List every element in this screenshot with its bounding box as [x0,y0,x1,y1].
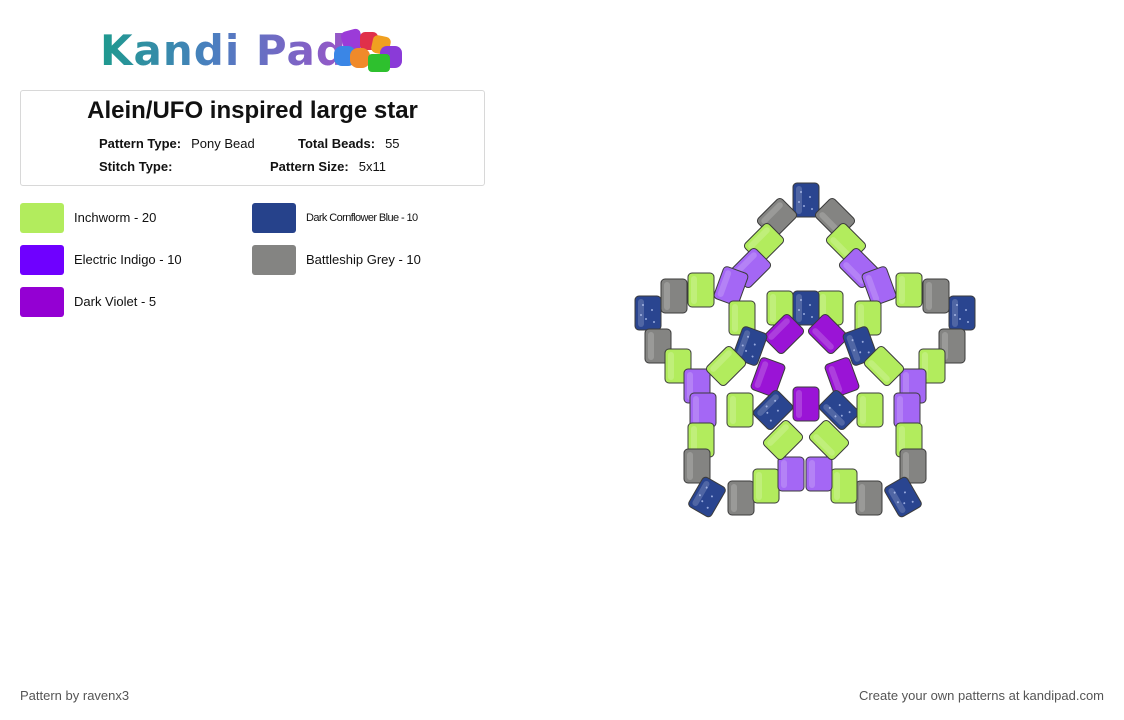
bead [727,480,755,516]
legend-label: Electric Indigo - 10 [74,252,182,267]
bead [861,266,897,306]
bead [688,476,726,518]
bead [884,476,922,518]
legend-label: Battleship Grey - 10 [306,252,421,267]
bead [893,392,921,428]
total-beads-value: 55 [385,136,400,151]
bead [792,182,820,218]
bead [855,480,883,516]
bead [752,468,780,504]
bead [762,419,804,461]
legend-label: Dark Violet - 5 [74,294,157,309]
bead [922,278,950,314]
color-swatch [20,287,64,317]
bead [805,456,833,492]
bead [750,357,786,397]
kandipad-link[interactable]: Create your own patterns at kandipad.com [859,688,1104,703]
bead [763,313,805,355]
bead [683,448,711,484]
bead [948,295,976,331]
bead [705,345,747,387]
bead [728,300,756,336]
bead [854,300,882,336]
bead [713,266,749,306]
pattern-size-value: 5x11 [358,159,386,174]
bead [634,295,662,331]
pattern-title: Alein/UFO inspired large star [87,97,418,124]
total-beads-label: Total Beads: [298,136,376,151]
bead [895,272,923,308]
bead [830,468,858,504]
stitch-type-label: Stitch Type: [99,159,173,174]
stitch-type-row: Stitch Type: [99,159,182,174]
bead [777,456,805,492]
bead [792,386,820,422]
bead [726,392,754,428]
kandi-pad-logo[interactable]: Kandi Pad [100,24,420,78]
bead [660,278,688,314]
bead [824,357,860,397]
color-swatch [20,245,64,275]
bead [807,313,849,355]
pattern-size-label: Pattern Size: [270,159,349,174]
pattern-author: Pattern by ravenx3 [20,688,130,703]
beads-icon [334,28,402,72]
bead [863,345,905,387]
legend-label: Dark Cornflower Blue - 10 [306,212,418,224]
color-swatch [20,203,64,233]
logo-text: Kandi Pad [100,26,347,75]
bead [766,290,794,326]
bead [856,392,884,428]
bead [687,272,715,308]
pattern-type-row: Pattern Type: Pony Bead [99,136,255,151]
bead [792,290,820,326]
bead [899,448,927,484]
bead [842,326,878,366]
color-swatch [252,245,296,275]
bead [689,392,717,428]
bead [752,389,794,431]
pattern-info-card: Alein/UFO inspired large star Pattern Ty… [20,90,485,186]
total-beads-row: Total Beads: 55 [298,136,400,151]
pattern-type-value: Pony Bead [191,136,255,151]
pattern-type-label: Pattern Type: [99,136,182,151]
bead [808,419,850,461]
legend-label: Inchworm - 20 [74,210,157,225]
pattern-size-row: Pattern Size: 5x11 [270,159,386,174]
bead [818,389,860,431]
color-swatch [252,203,296,233]
